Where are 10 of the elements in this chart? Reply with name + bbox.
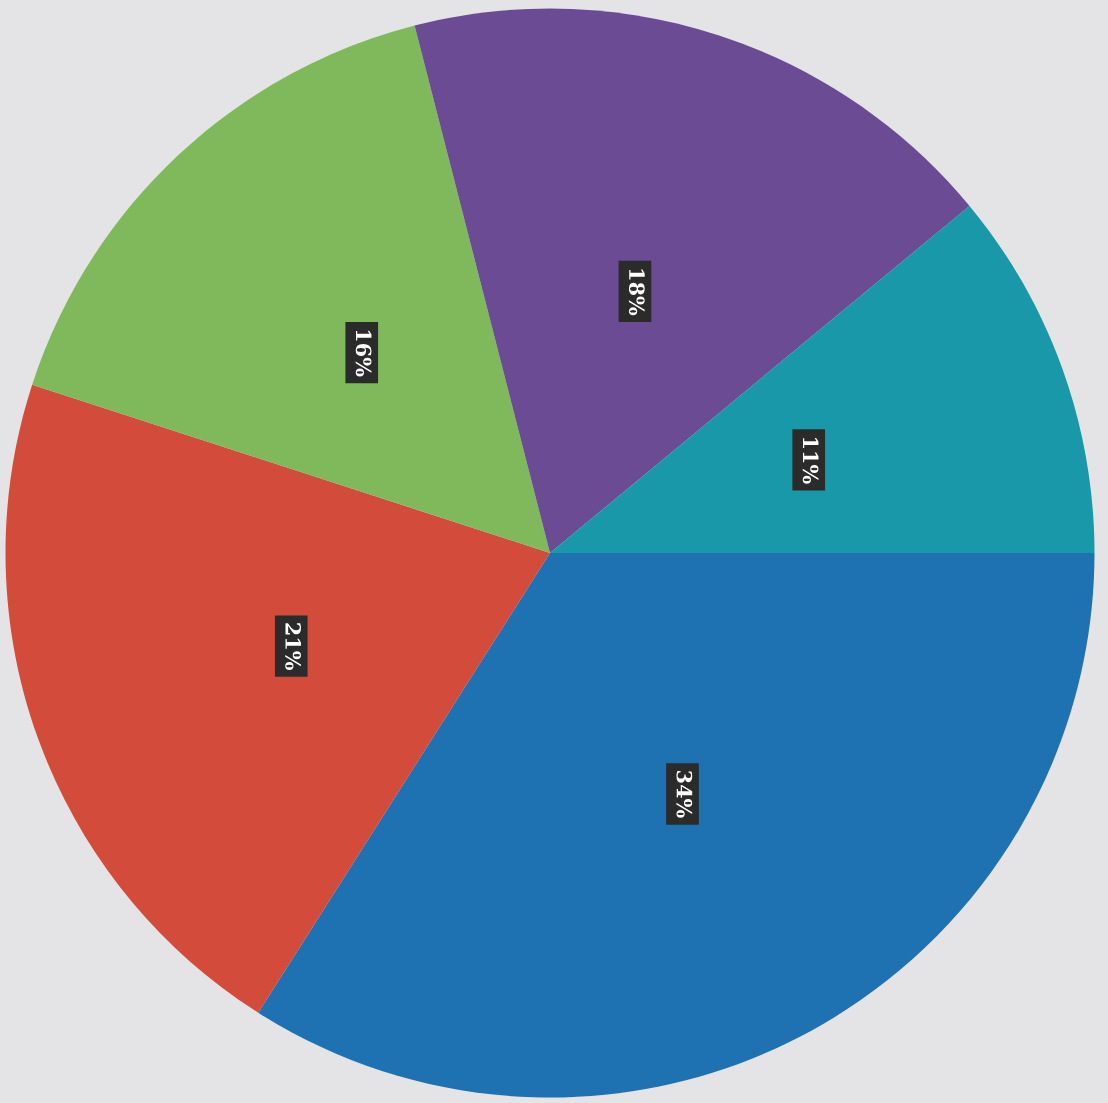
pie-slice	[5, 384, 550, 1013]
pie-slice	[258, 553, 1095, 1098]
data-label: 16%	[355, 330, 372, 377]
pie-slice	[32, 25, 550, 553]
pie-slice	[414, 8, 970, 553]
data-label: 11%	[802, 438, 819, 484]
data-label: 18%	[628, 269, 645, 316]
data-label: 34%	[676, 771, 693, 818]
data-label: 21%	[285, 623, 301, 671]
pie-slice	[550, 205, 1095, 553]
